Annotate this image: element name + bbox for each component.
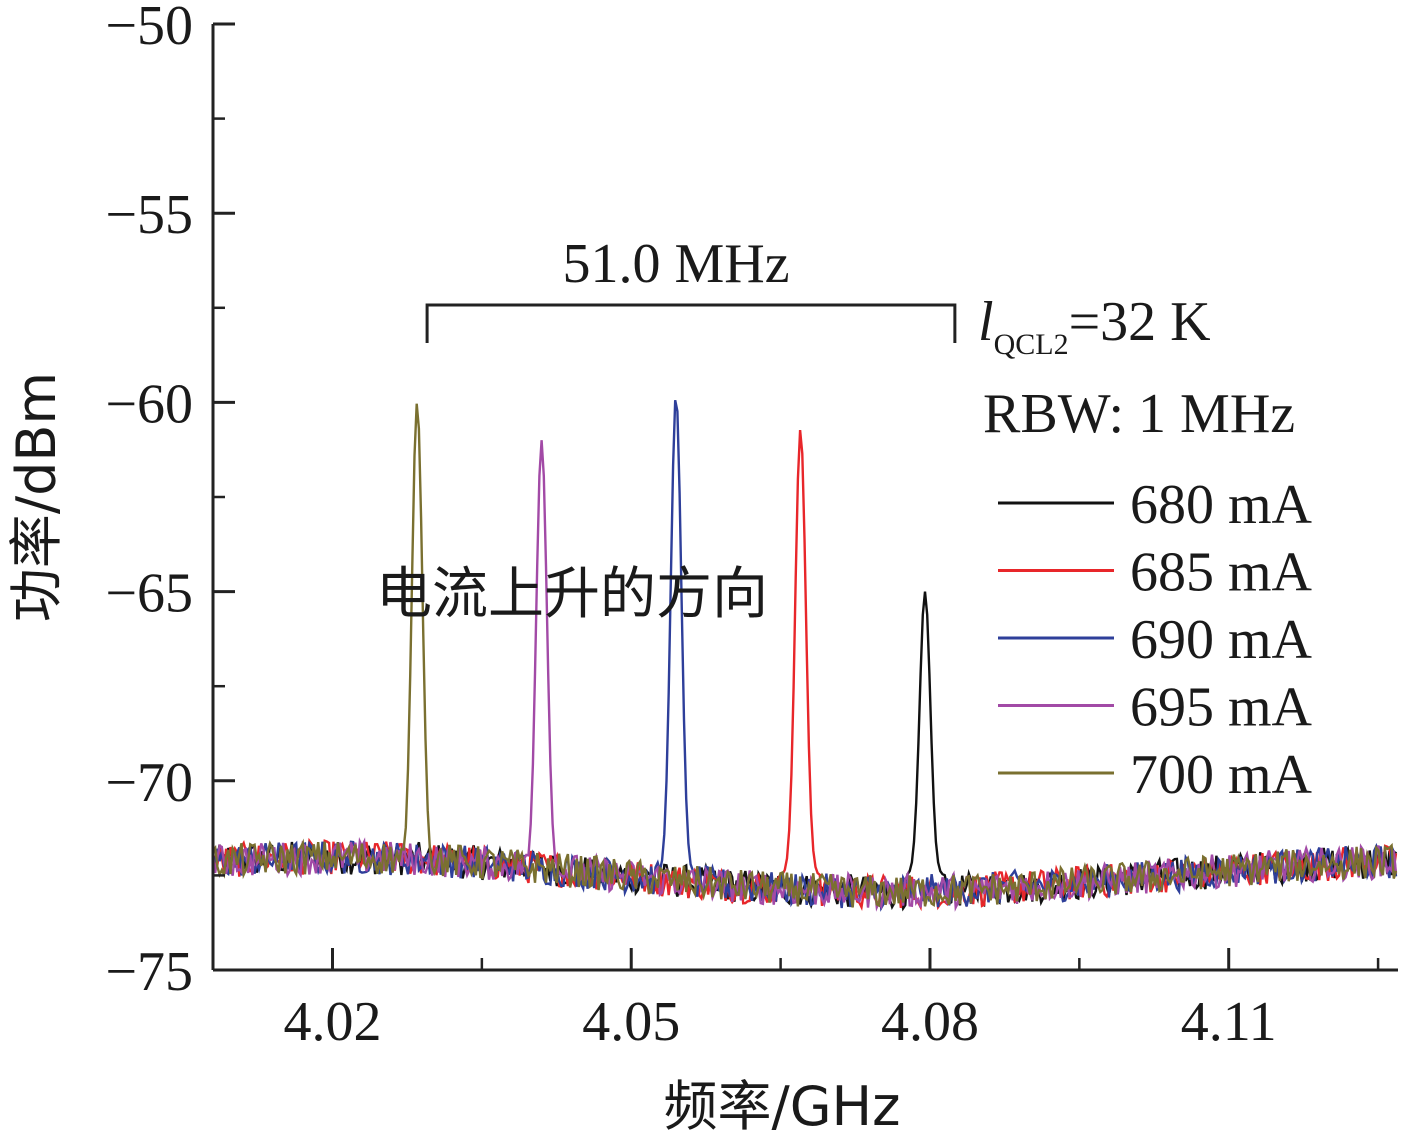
series-traces: [211, 399, 1398, 912]
condition-subscript: QCL2: [994, 328, 1069, 361]
series-line-700-mA: [212, 403, 1398, 908]
legend-label: 695 mA: [1130, 677, 1313, 739]
x-tick-label: 4.08: [881, 991, 979, 1053]
bracket-line: [425, 303, 957, 343]
frequency-span-bracket: [425, 303, 957, 343]
tick-marks: [213, 22, 1380, 972]
y-tick-label: −70: [105, 752, 193, 814]
bracket-label: 51.0 MHz: [562, 233, 789, 295]
legend-label: 685 mA: [1130, 542, 1313, 604]
tick-labels: −50 −55 −60 −65 −70 −75 4.02 4.05 4.08 4.11: [105, 0, 1276, 1053]
y-axis-title: 功率/dBm: [5, 372, 68, 622]
legend-label: 690 mA: [1130, 609, 1313, 671]
y-tick-label: −50: [105, 0, 193, 57]
legend-label: 680 mA: [1130, 474, 1313, 536]
condition-value: =32 K: [1069, 291, 1211, 353]
series-line-695-mA: [211, 440, 1398, 912]
y-tick-label: −60: [105, 373, 193, 435]
rbw-label: RBW: 1 MHz: [983, 383, 1295, 445]
condition-label: lQCL2=32 K: [978, 291, 1211, 361]
condition-prefix: l: [978, 291, 994, 353]
x-tick-label: 4.02: [283, 991, 381, 1053]
y-tick-label: −75: [105, 941, 193, 1003]
y-tick-label: −55: [105, 184, 193, 246]
direction-note: 电流上升的方向: [376, 562, 768, 627]
y-tick-label: −65: [105, 563, 193, 625]
x-tick-label: 4.11: [1181, 991, 1277, 1053]
x-tick-label: 4.05: [582, 991, 680, 1053]
x-axis-title: 频率/GHz: [664, 1075, 901, 1136]
legend-label: 700 mA: [1130, 744, 1313, 806]
